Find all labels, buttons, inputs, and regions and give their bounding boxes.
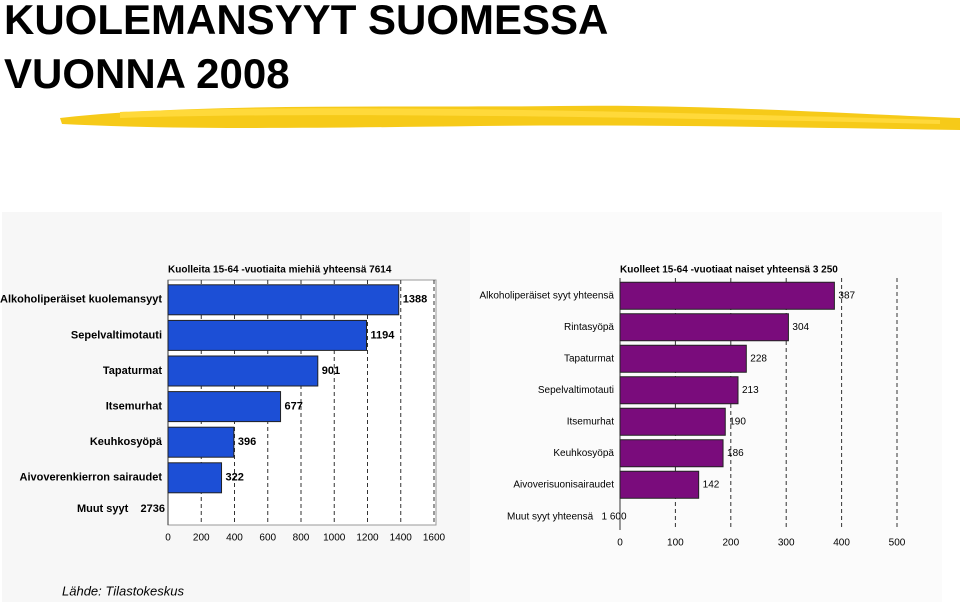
- chart-title: Kuolleita 15-64 -vuotiaita miehiä yhteen…: [168, 265, 392, 276]
- value-label: 1194: [371, 329, 396, 341]
- category-label: Keuhkosyöpä: [90, 436, 163, 448]
- x-tick-label: 0: [165, 533, 171, 544]
- category-label: Alkoholiperäiset syyt yhteensä: [479, 290, 614, 301]
- bar: [167, 426, 235, 458]
- annotation: Muut syyt yhteensä 1 600: [507, 512, 627, 523]
- category-label: Itsemurhat: [567, 416, 614, 427]
- category-label: Tapaturmat: [564, 353, 614, 364]
- value-label: 396: [238, 436, 256, 448]
- x-tick-label: 400: [833, 538, 850, 549]
- chart-title: Kuolleet 15-64 -vuotiaat naiset yhteensä…: [620, 265, 838, 276]
- bar: [619, 281, 835, 310]
- x-tick-label: 500: [889, 538, 906, 549]
- bar: [619, 376, 739, 405]
- bar: [619, 313, 789, 342]
- value-label: 304: [792, 322, 809, 333]
- chart-panel: [470, 212, 942, 602]
- x-tick-label: 600: [259, 533, 276, 544]
- category-label: Keuhkosyöpä: [553, 448, 614, 459]
- brush-stroke: [120, 108, 940, 124]
- category-label: Aivoverenkierron sairaudet: [20, 472, 163, 484]
- x-tick-label: 400: [226, 533, 243, 544]
- x-tick-label: 1600: [423, 533, 446, 544]
- value-label: 213: [742, 385, 759, 396]
- bar: [167, 319, 368, 351]
- x-tick-label: 1000: [323, 533, 346, 544]
- value-label: 322: [226, 472, 244, 484]
- bar: [167, 284, 400, 316]
- category-label: Alkoholiperäiset kuolemansyyt: [0, 294, 162, 306]
- value-label: 1388: [403, 294, 427, 306]
- slide-title: VUONNA 2008: [4, 50, 290, 97]
- value-label: 142: [703, 479, 720, 490]
- x-tick-label: 1200: [356, 533, 379, 544]
- bar: [167, 391, 282, 423]
- bar: [619, 470, 700, 499]
- bar: [167, 462, 223, 494]
- source: Lähde: Tilastokeskus: [62, 583, 185, 598]
- value-label: 186: [727, 448, 744, 459]
- annotation: Muut syyt 2736: [77, 503, 165, 515]
- category-label: Sepelvaltimotauti: [71, 329, 162, 341]
- value-label: 228: [750, 353, 767, 364]
- x-tick-label: 200: [722, 538, 739, 549]
- x-tick-label: 200: [193, 533, 210, 544]
- category-label: Aivoverisuonisairaudet: [513, 479, 614, 490]
- bar: [167, 355, 319, 387]
- bar: [619, 439, 724, 468]
- bar: [619, 407, 726, 436]
- x-tick-label: 100: [667, 538, 684, 549]
- value-label: 190: [729, 416, 746, 427]
- bar: [619, 344, 747, 373]
- x-tick-label: 800: [293, 533, 310, 544]
- x-tick-label: 300: [778, 538, 795, 549]
- category-label: Sepelvaltimotauti: [538, 385, 614, 396]
- value-label: 387: [838, 290, 855, 301]
- value-label: 677: [285, 401, 303, 413]
- category-label: Rintasyöpä: [564, 322, 614, 333]
- x-tick-label: 1400: [390, 533, 413, 544]
- slide-title: KUOLEMANSYYT SUOMESSA: [4, 0, 608, 43]
- category-label: Itsemurhat: [106, 401, 163, 413]
- category-label: Tapaturmat: [103, 365, 162, 377]
- x-tick-label: 0: [617, 538, 623, 549]
- value-label: 901: [322, 365, 340, 377]
